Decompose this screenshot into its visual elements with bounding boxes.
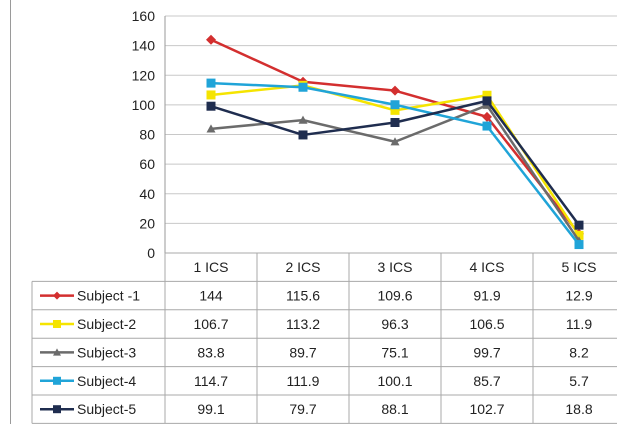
x-category-label: 5 ICS	[561, 259, 596, 275]
data-point	[390, 100, 400, 110]
legend-series-label: Subject-4	[77, 373, 136, 389]
table-value-cell: 85.7	[473, 373, 500, 389]
data-point	[390, 137, 400, 146]
table-value-cell: 99.7	[473, 344, 500, 360]
legend-series-label: Subject -1	[77, 288, 140, 304]
data-point	[206, 78, 216, 88]
table-value-cell: 88.1	[381, 401, 408, 417]
table-value-cell: 114.7	[194, 373, 228, 389]
series-subject-5	[206, 96, 584, 230]
table-value-cell: 144	[199, 288, 223, 304]
data-point	[574, 220, 584, 230]
table-value-cell: 109.6	[377, 288, 412, 304]
data-point	[482, 111, 492, 122]
data-point	[574, 240, 584, 250]
data-point	[390, 105, 400, 115]
data-table: 1 ICS 2 ICS 3 ICS 4 ICS 5 ICS Subject -1 144 11…	[31, 252, 617, 424]
legend-key-marker	[53, 348, 61, 356]
data-point	[482, 121, 492, 131]
table-value-cell: 96.3	[381, 316, 408, 332]
table-value-cell: 5.7	[569, 373, 589, 389]
series-subject-4	[206, 78, 584, 250]
x-category-label: 1 ICS	[193, 259, 228, 275]
data-point	[206, 34, 216, 45]
legend-series-label: Subject-3	[77, 344, 136, 360]
data-point	[390, 85, 400, 96]
y-tick-label: 20	[139, 215, 155, 231]
y-tick-label: 0	[147, 245, 155, 261]
data-point	[206, 101, 216, 111]
data-point	[298, 115, 308, 124]
table-value-cell: 12.9	[565, 288, 592, 304]
y-tick-label: 160	[132, 8, 156, 24]
data-point	[298, 82, 308, 92]
table-value-cell: 91.9	[473, 288, 500, 304]
legend-key-marker	[53, 291, 61, 300]
y-axis-ticks: 0 20 40 60 80 100 120 140 160	[132, 8, 156, 261]
table-value-cell: 79.7	[289, 401, 316, 417]
table-value-cell: 102.7	[469, 401, 504, 417]
data-point	[574, 230, 584, 240]
table-value-cell: 89.7	[289, 344, 316, 360]
x-category-label: 4 ICS	[469, 259, 504, 275]
legend-key-marker	[53, 405, 61, 414]
data-point	[206, 90, 216, 100]
table-value-cell: 106.7	[193, 316, 228, 332]
legend-key-marker	[53, 320, 61, 328]
table-value-cell: 113.2	[286, 316, 320, 332]
table-value-cell: 100.1	[377, 373, 412, 389]
y-tick-label: 40	[139, 186, 155, 202]
legend-series-label: Subject-5	[77, 401, 136, 417]
table-value-cell: 83.8	[197, 344, 224, 360]
y-tick-label: 120	[132, 67, 156, 83]
table-value-cell: 75.1	[381, 344, 408, 360]
legend-series-label: Subject-2	[77, 316, 136, 332]
data-point	[206, 124, 216, 133]
x-category-label: 2 ICS	[285, 259, 320, 275]
legend-key-marker	[53, 376, 61, 385]
y-tick-label: 60	[139, 156, 155, 172]
series-line	[210, 38, 580, 235]
y-tick-label: 100	[132, 97, 156, 113]
table-value-cell: 18.8	[565, 401, 592, 417]
y-tick-label: 80	[139, 127, 155, 143]
x-category-label: 3 ICS	[377, 259, 412, 275]
table-value-cell: 115.6	[286, 288, 320, 304]
series-subject-1	[206, 34, 584, 239]
gridlines	[164, 15, 617, 254]
table-value-cell: 11.9	[566, 316, 592, 332]
table-value-cell: 8.2	[569, 344, 589, 360]
data-point	[390, 118, 400, 128]
data-point	[298, 130, 308, 140]
data-point	[482, 96, 492, 106]
left-border	[10, 0, 11, 424]
data-point	[482, 90, 492, 100]
table-value-cell: 99.1	[197, 401, 224, 417]
y-tick-label: 140	[132, 38, 156, 54]
table-value-cell: 106.5	[469, 316, 504, 332]
table-value-cell: 111.9	[287, 373, 320, 389]
series-lines	[206, 34, 584, 250]
